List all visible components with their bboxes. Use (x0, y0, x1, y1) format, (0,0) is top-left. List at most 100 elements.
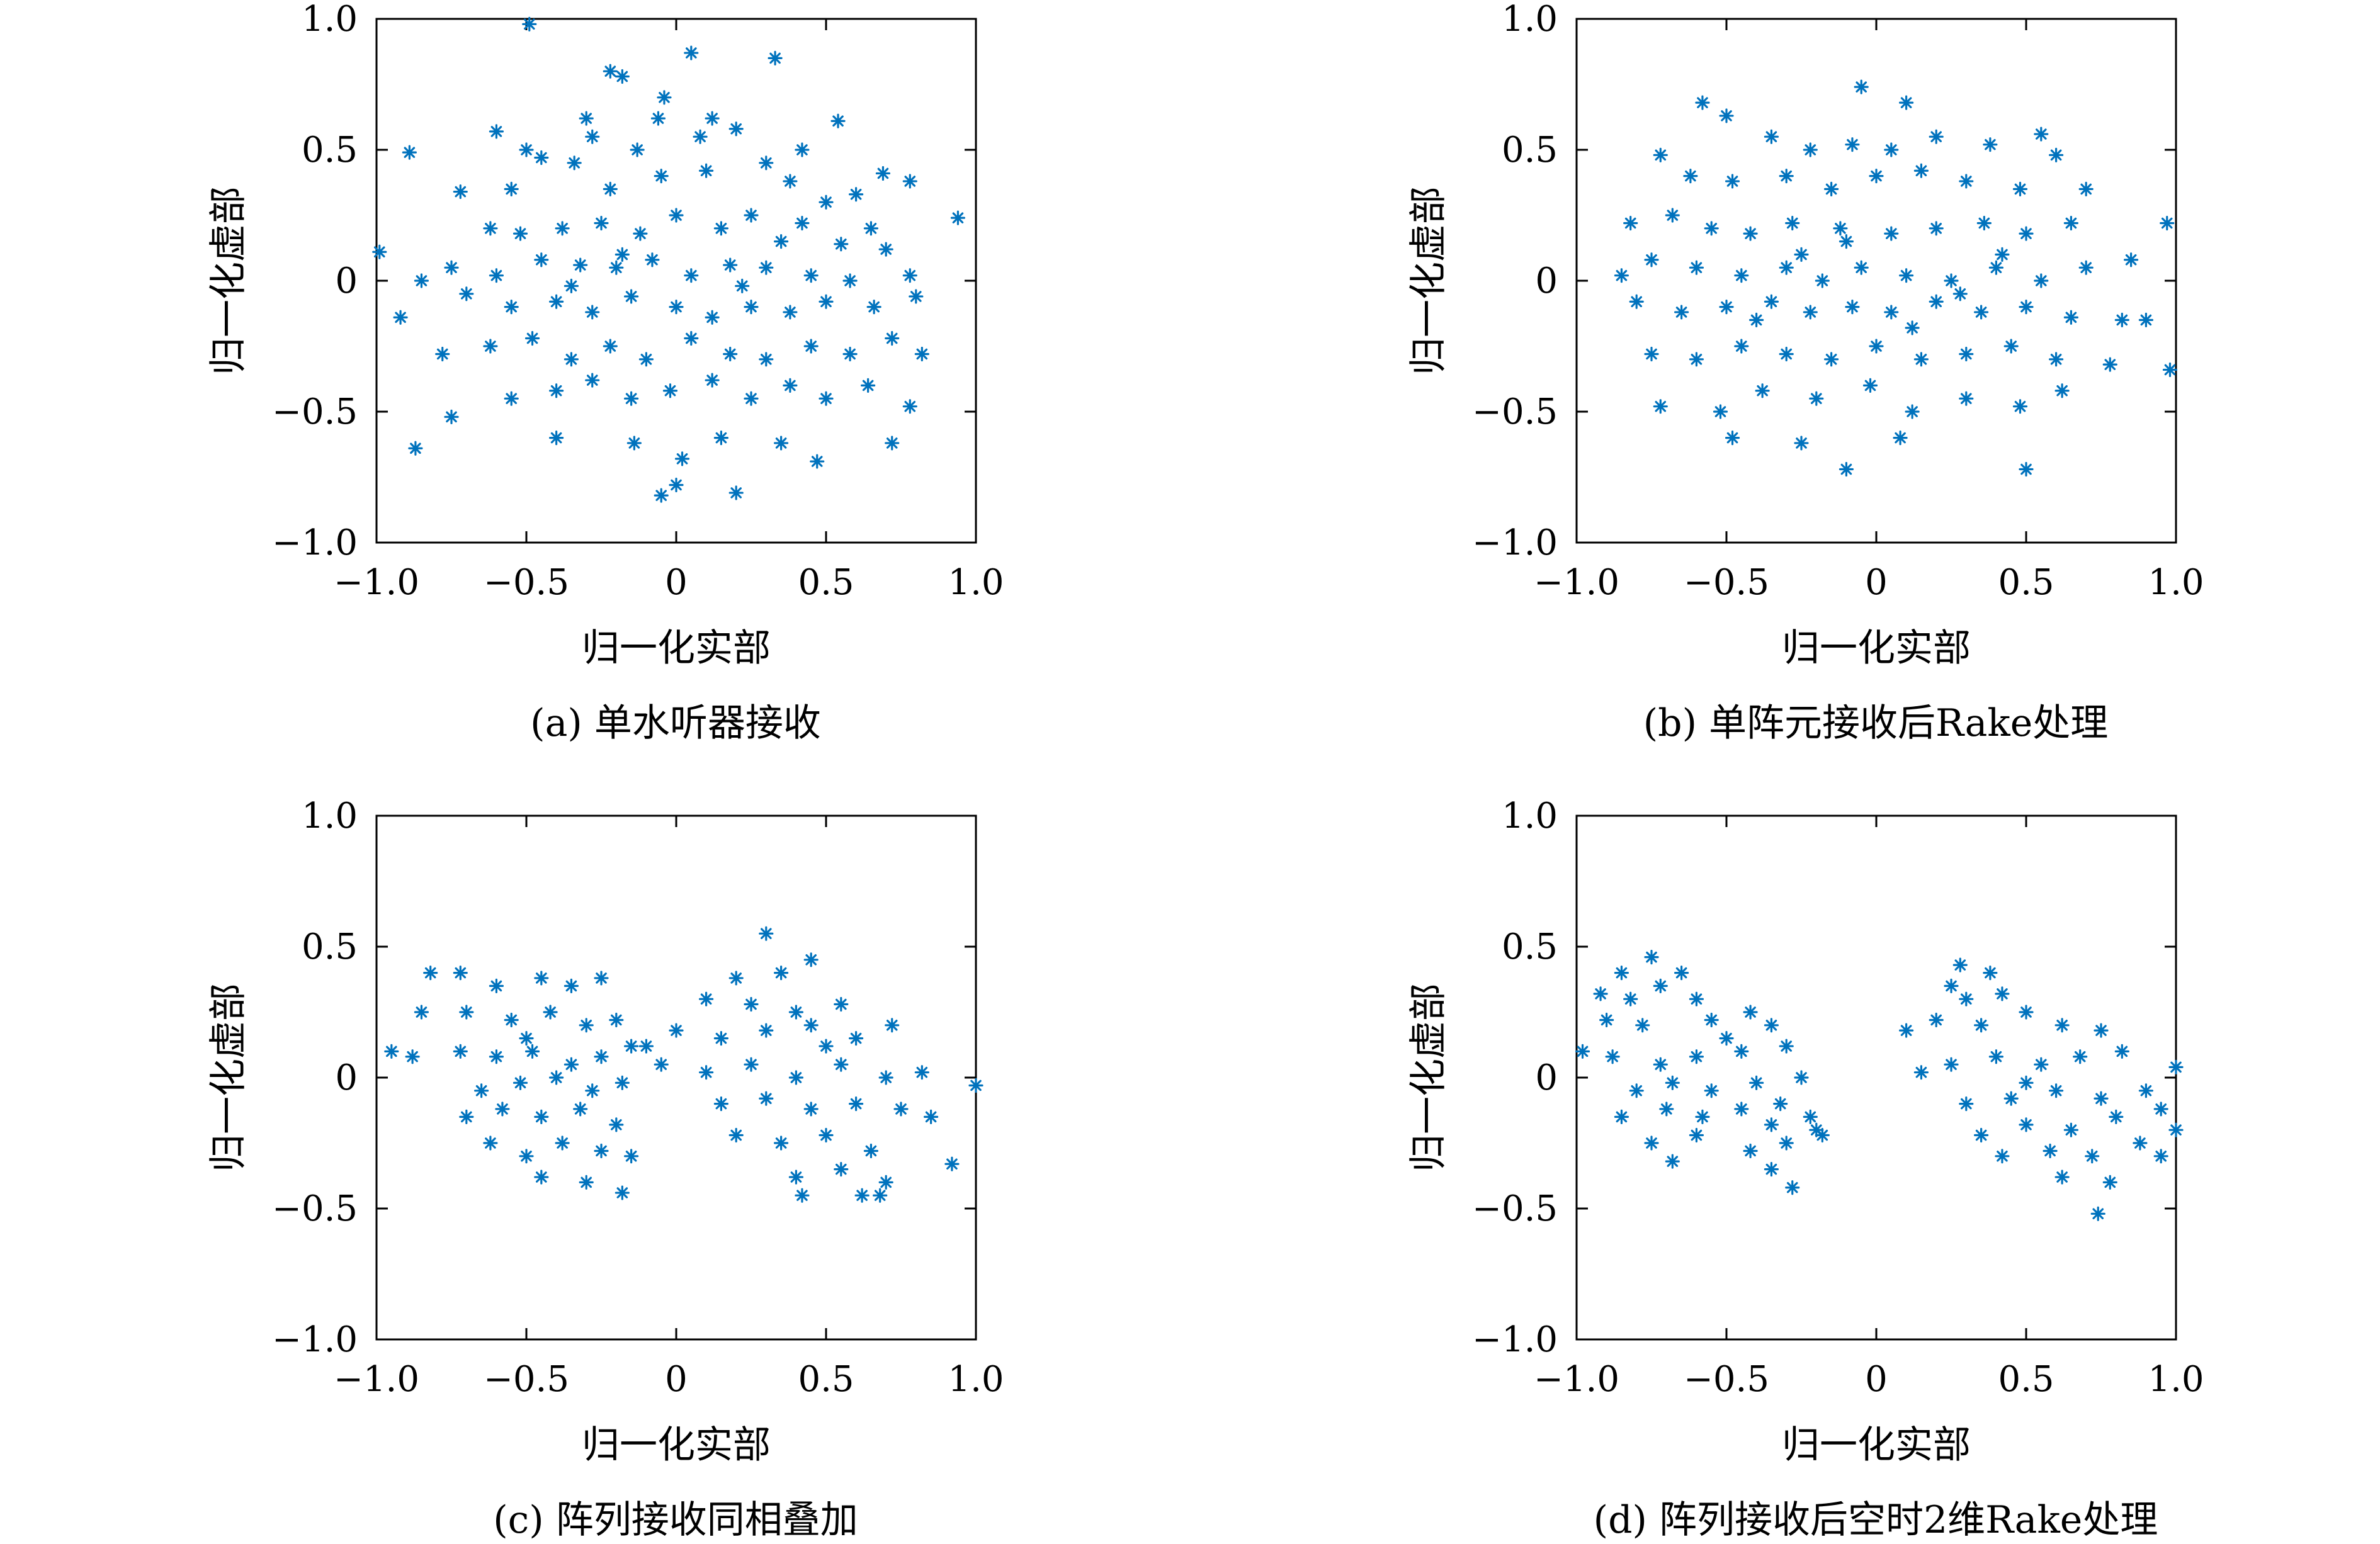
data-point (1944, 978, 1959, 993)
data-point (728, 121, 744, 137)
data-point (2049, 352, 2064, 367)
y-tick-label: 0 (1535, 1057, 1558, 1098)
data-point (579, 1175, 594, 1190)
data-point (699, 1065, 714, 1080)
y-tick-label: 1.0 (302, 796, 358, 837)
data-point (513, 1075, 528, 1090)
y-axis-label: 归一化虚部 (207, 186, 251, 375)
x-axis-label: 归一化实部 (582, 626, 771, 670)
data-point (759, 926, 774, 941)
data-point (885, 1018, 900, 1033)
data-point (723, 346, 738, 362)
data-point (1794, 436, 1809, 451)
data-point (861, 378, 876, 393)
data-point (1899, 1023, 1914, 1038)
y-tick-label: 0 (335, 261, 358, 301)
data-point (950, 210, 966, 225)
data-point (914, 1065, 929, 1080)
data-point (1704, 1083, 1719, 1098)
data-point (633, 226, 648, 241)
x-tick-label: −1.0 (334, 562, 419, 603)
data-point (564, 1057, 579, 1072)
data-point (1929, 294, 1944, 309)
data-point (1713, 404, 1728, 419)
data-point (1803, 142, 1818, 157)
data-point (1599, 1012, 1614, 1028)
x-axis-label: 归一化实部 (1782, 1423, 1971, 1467)
data-point (615, 1075, 630, 1090)
data-point (459, 286, 474, 301)
data-point (534, 1169, 549, 1185)
data-point (803, 952, 819, 967)
data-point (1983, 966, 1998, 981)
data-point (1644, 1135, 1659, 1151)
x-tick-label: 1.0 (948, 562, 1004, 603)
data-point (1869, 339, 1884, 354)
data-point (1893, 431, 1908, 446)
data-point (1779, 260, 1794, 275)
data-point (408, 441, 423, 456)
x-tick-label: −0.5 (1684, 562, 1769, 603)
data-point (1944, 1057, 1959, 1072)
data-point (2012, 399, 2028, 414)
data-point (669, 208, 684, 223)
data-point (2019, 461, 2034, 477)
data-point (713, 221, 728, 236)
data-point (654, 1057, 669, 1072)
data-point (803, 268, 819, 283)
y-tick-label: 0.5 (1502, 927, 1558, 967)
data-point (803, 339, 819, 354)
data-point (1809, 1122, 1824, 1137)
data-point (1689, 352, 1704, 367)
data-point (662, 383, 678, 398)
data-point (875, 166, 891, 181)
data-point (1614, 966, 1629, 981)
data-point (1734, 1044, 1749, 1059)
data-point (579, 1018, 594, 1033)
data-point (2019, 1075, 2034, 1090)
data-point (504, 300, 519, 315)
data-point (1689, 1127, 1704, 1143)
data-point (803, 1018, 819, 1033)
data-point (650, 111, 666, 126)
x-tick-label: −0.5 (484, 1359, 569, 1400)
data-point (594, 1049, 609, 1064)
x-axis-label: 归一化实部 (582, 1423, 771, 1467)
data-point (1665, 208, 1680, 223)
data-point (1665, 1154, 1680, 1169)
x-tick-label: 0.5 (1998, 1359, 2054, 1400)
data-point (849, 1031, 864, 1046)
data-point (863, 221, 878, 236)
data-point (842, 273, 858, 288)
data-point (795, 1188, 810, 1203)
data-point (849, 1096, 864, 1112)
plot-frame (1575, 18, 2177, 544)
data-point (654, 169, 669, 184)
data-point (402, 145, 417, 160)
chart-b: −1.0 −0.5 0 0.5 1.0 1.0 0.5 0 −0.5 −1.0 归一化实部 归一化虚部 (1407, 0, 2204, 670)
data-point (873, 1188, 888, 1203)
data-point (459, 1109, 474, 1124)
data-point (699, 991, 714, 1006)
data-point (902, 174, 917, 189)
x-axis-label: 归一化实部 (1782, 626, 1971, 670)
x-tick-label: 1.0 (2148, 1359, 2204, 1400)
caption-a: (a) 单水听器接收 (530, 701, 821, 745)
data-point (1988, 260, 2003, 275)
data-point (863, 1143, 878, 1159)
data-point (2109, 1109, 2124, 1124)
data-point (2162, 362, 2178, 378)
data-point (1665, 1075, 1680, 1090)
data-point (669, 300, 684, 315)
data-point (2138, 1083, 2153, 1098)
data-point (2019, 1005, 2034, 1020)
data-point (1959, 991, 1974, 1006)
data-point (783, 378, 798, 393)
data-point (1623, 215, 1638, 231)
data-point (2034, 1057, 2049, 1072)
data-point (624, 289, 639, 304)
data-point (543, 1005, 558, 1020)
data-point (624, 1149, 639, 1164)
data-point (609, 260, 624, 275)
data-point (810, 454, 825, 469)
